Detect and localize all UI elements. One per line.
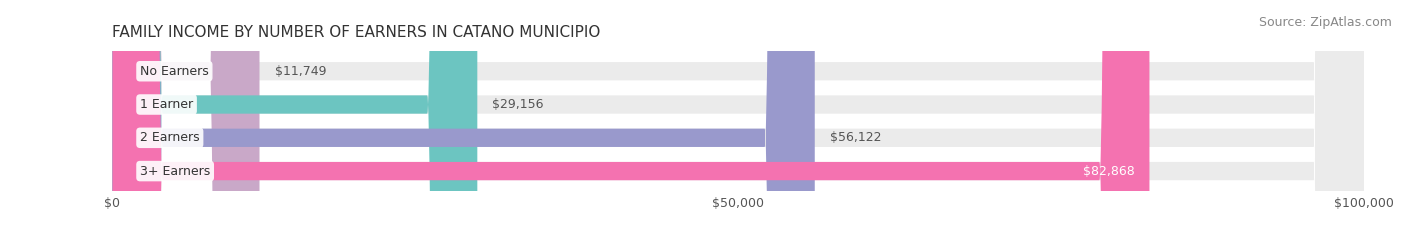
Text: 2 Earners: 2 Earners bbox=[141, 131, 200, 144]
Text: No Earners: No Earners bbox=[141, 65, 208, 78]
FancyBboxPatch shape bbox=[112, 0, 1150, 233]
FancyBboxPatch shape bbox=[112, 0, 1364, 233]
FancyBboxPatch shape bbox=[112, 0, 1364, 233]
Text: $11,749: $11,749 bbox=[274, 65, 326, 78]
Text: 3+ Earners: 3+ Earners bbox=[141, 164, 211, 178]
Text: $29,156: $29,156 bbox=[492, 98, 544, 111]
FancyBboxPatch shape bbox=[112, 0, 477, 233]
FancyBboxPatch shape bbox=[112, 0, 814, 233]
Text: $56,122: $56,122 bbox=[830, 131, 882, 144]
FancyBboxPatch shape bbox=[112, 0, 1364, 233]
Text: FAMILY INCOME BY NUMBER OF EARNERS IN CATANO MUNICIPIO: FAMILY INCOME BY NUMBER OF EARNERS IN CA… bbox=[112, 25, 600, 40]
Text: $82,868: $82,868 bbox=[1083, 164, 1135, 178]
Text: 1 Earner: 1 Earner bbox=[141, 98, 193, 111]
FancyBboxPatch shape bbox=[112, 0, 260, 233]
Text: Source: ZipAtlas.com: Source: ZipAtlas.com bbox=[1258, 16, 1392, 29]
FancyBboxPatch shape bbox=[112, 0, 1364, 233]
